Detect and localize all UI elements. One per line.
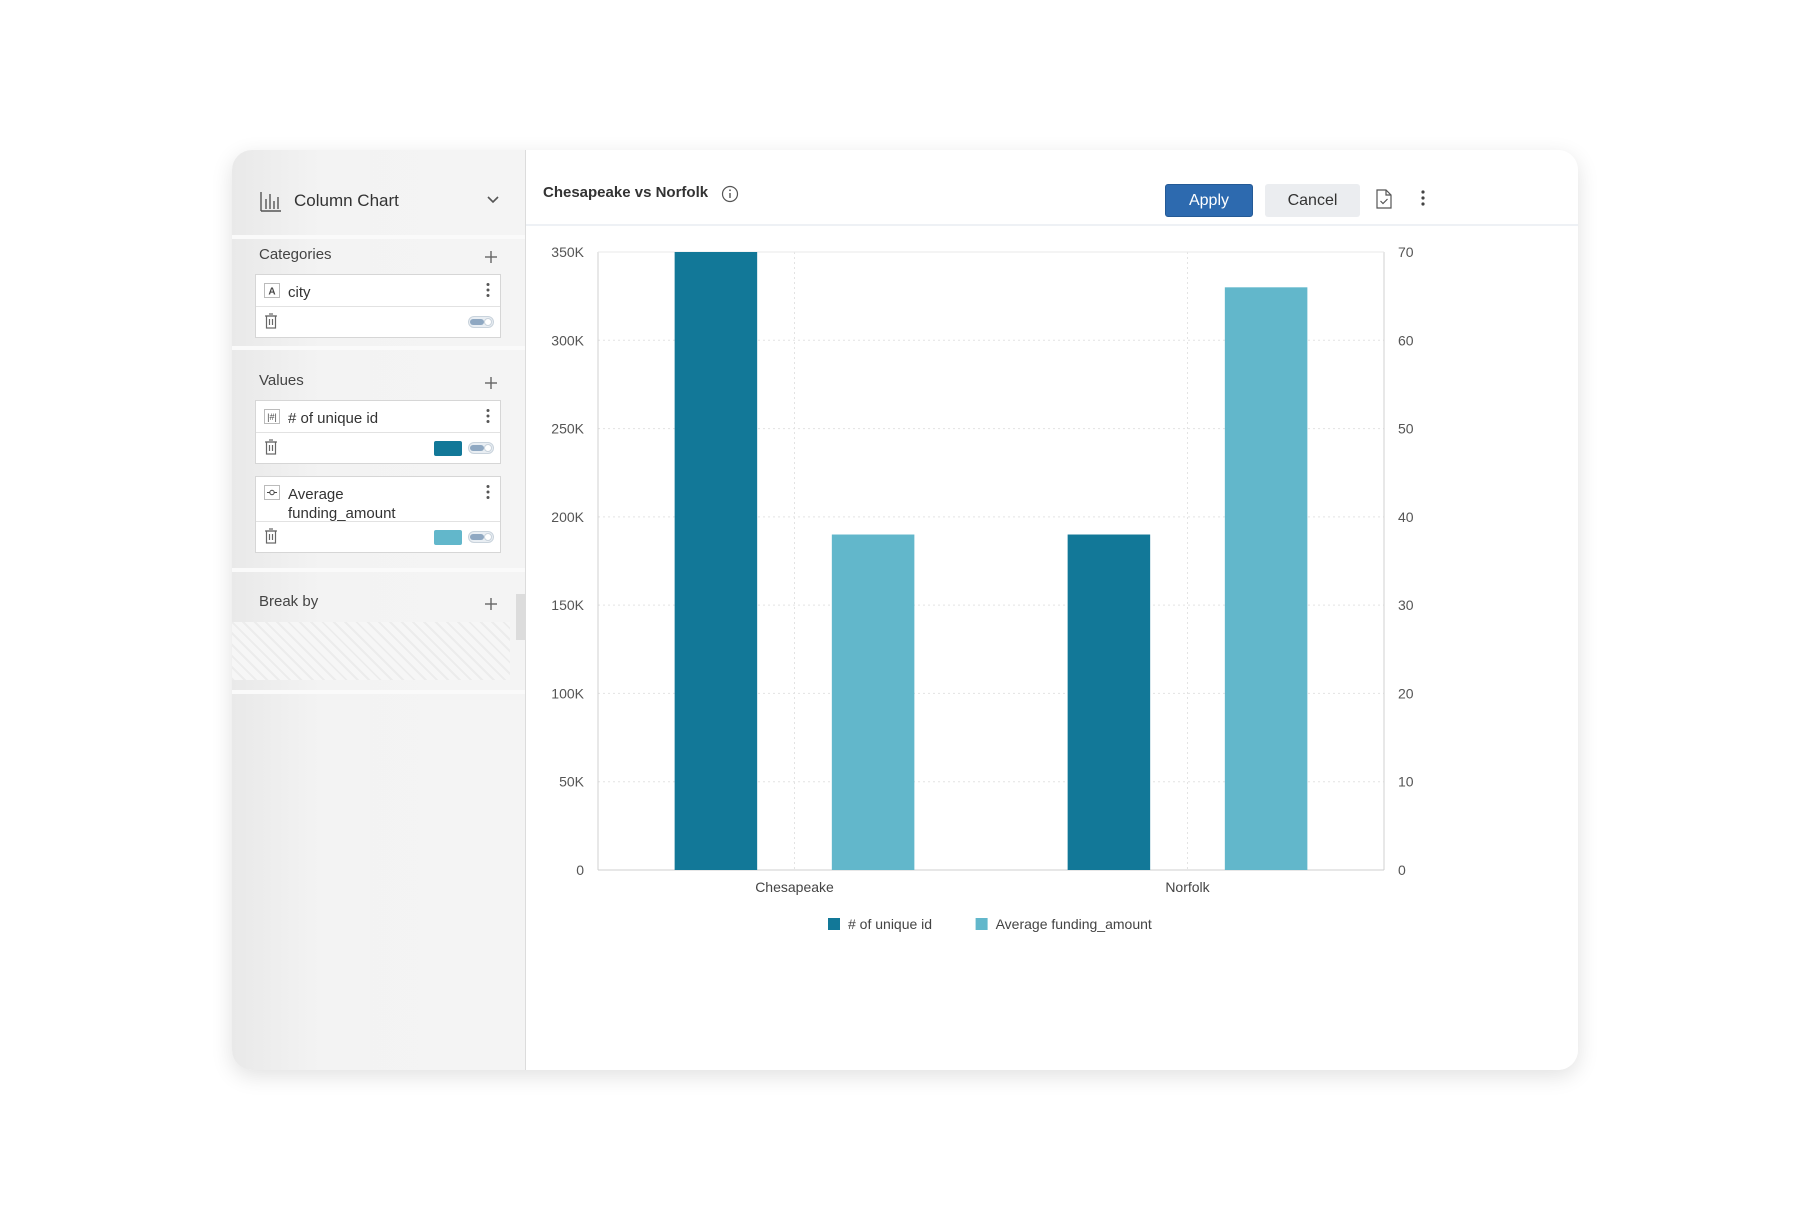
y-left-tick-label: 250K xyxy=(551,421,584,437)
apply-button[interactable]: Apply xyxy=(1165,184,1253,217)
categories-title: Categories xyxy=(259,246,332,263)
add-break-by-icon[interactable] xyxy=(483,596,499,612)
y-left-tick-label: 200K xyxy=(551,509,584,525)
bar xyxy=(1224,287,1308,870)
visibility-toggle[interactable] xyxy=(468,316,494,328)
field-name: city xyxy=(288,284,311,301)
add-category-icon[interactable] xyxy=(483,249,499,265)
more-options-icon[interactable] xyxy=(1420,189,1426,207)
export-document-icon[interactable] xyxy=(1375,189,1393,209)
x-tick-label: Chesapeake xyxy=(755,879,834,895)
add-value-icon[interactable] xyxy=(483,375,499,391)
chart-panel: Chesapeake vs Norfolk Apply Cancel 0 50K 1… xyxy=(526,150,1578,1070)
kebab-menu-icon[interactable] xyxy=(485,408,491,424)
sidebar: Column Chart Categories A city xyxy=(232,150,526,1070)
info-icon[interactable] xyxy=(721,185,739,203)
field-name: Average funding_amount xyxy=(288,486,396,522)
break-by-drop-zone[interactable] xyxy=(232,622,510,680)
legend-entry: # of unique id xyxy=(848,916,932,932)
field-name: # of unique id xyxy=(288,410,379,427)
count-field-icon-glyph: |#| xyxy=(267,412,277,422)
chart-editor-window: Column Chart Categories A city xyxy=(232,150,1578,1070)
chevron-down-icon[interactable] xyxy=(486,192,500,206)
divider xyxy=(232,346,525,350)
x-tick-label: Norfolk xyxy=(1165,879,1210,895)
y-left-tick-label: 150K xyxy=(551,597,584,613)
y-left-tick-label: 100K xyxy=(551,685,584,701)
series-color-swatch[interactable] xyxy=(434,441,462,456)
kebab-menu-icon[interactable] xyxy=(485,282,491,298)
values-title: Values xyxy=(259,372,304,389)
average-icon xyxy=(264,485,280,500)
text-field-icon: A xyxy=(264,283,280,298)
chart-type-selector[interactable]: Column Chart xyxy=(260,186,500,216)
y-left-tick-label: 300K xyxy=(551,332,584,348)
chart-title[interactable]: Chesapeake vs Norfolk xyxy=(543,184,709,201)
divider xyxy=(232,568,525,572)
category-field-city: A city xyxy=(255,274,501,338)
break-by-title: Break by xyxy=(259,593,319,610)
divider xyxy=(232,690,525,694)
y-right-tick-label: 0 xyxy=(1398,862,1406,878)
y-right-tick-label: 20 xyxy=(1398,685,1414,701)
y-left-tick-label: 0 xyxy=(576,862,584,878)
chart-type-label: Column Chart xyxy=(294,191,399,210)
y-right-tick-label: 50 xyxy=(1398,421,1414,437)
cancel-button[interactable]: Cancel xyxy=(1265,184,1360,217)
y-right-tick-label: 60 xyxy=(1398,332,1414,348)
legend-entry: Average funding_amount xyxy=(996,916,1152,932)
series-color-swatch[interactable] xyxy=(434,530,462,545)
visibility-toggle[interactable] xyxy=(468,531,494,543)
sidebar-collapse-handle[interactable] xyxy=(516,594,525,640)
trash-icon[interactable] xyxy=(264,528,278,544)
column-chart: 0 50K 100K 150K 200K 250K 300K 350K 0 10 20 30 40 50 6… xyxy=(551,244,1414,932)
kebab-menu-icon[interactable] xyxy=(485,484,491,500)
bar xyxy=(831,534,915,870)
trash-icon[interactable] xyxy=(264,313,278,329)
visibility-toggle[interactable] xyxy=(468,442,494,454)
divider xyxy=(232,235,525,239)
chart-toolbar: Chesapeake vs Norfolk Apply Cancel xyxy=(526,150,1578,226)
bar xyxy=(1067,534,1151,870)
column-chart-icon xyxy=(260,192,281,212)
trash-icon[interactable] xyxy=(264,439,278,455)
y-right-tick-label: 40 xyxy=(1398,509,1414,525)
value-field-unique-id: |#| # of unique id xyxy=(255,400,501,464)
y-left-tick-label: 350K xyxy=(551,244,584,260)
value-field-average-funding: Average funding_amount xyxy=(255,476,501,553)
legend-swatch xyxy=(975,918,988,930)
legend-swatch xyxy=(828,918,840,930)
y-left-tick-label: 50K xyxy=(559,774,585,790)
y-right-tick-label: 10 xyxy=(1398,774,1414,790)
text-field-icon-glyph: A xyxy=(268,287,275,298)
y-right-tick-label: 30 xyxy=(1398,597,1414,613)
y-right-tick-label: 70 xyxy=(1398,244,1414,260)
bar xyxy=(674,252,758,870)
count-field-icon: |#| xyxy=(264,409,280,424)
